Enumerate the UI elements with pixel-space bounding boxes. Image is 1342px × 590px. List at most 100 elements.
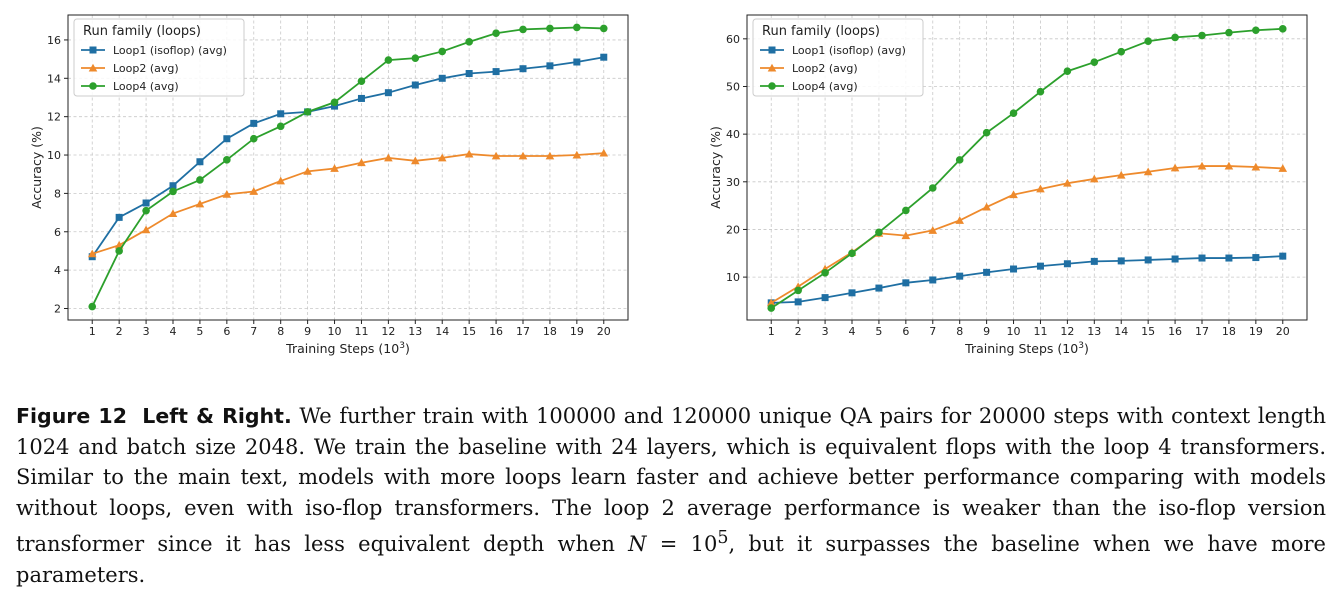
x-tick-label: 10	[328, 325, 342, 338]
series-line-1	[771, 255, 1283, 304]
data-point	[1171, 255, 1179, 263]
y-axis-label: Accuracy (%)	[708, 126, 723, 209]
data-point	[767, 304, 776, 312]
data-point	[1090, 174, 1099, 183]
data-point	[331, 102, 339, 110]
data-point	[438, 74, 446, 82]
y-tick-label: 8	[54, 187, 61, 200]
y-tick-label: 12	[47, 111, 61, 124]
data-point	[87, 249, 97, 258]
x-tick-label: 1	[89, 325, 96, 338]
y-tick-label: 14	[47, 72, 61, 85]
legend-entry: Loop1 (isoflop) (avg)	[792, 44, 906, 57]
data-point	[545, 151, 555, 160]
x-tick-label: 16	[1168, 325, 1182, 338]
x-tick-label: 19	[1249, 325, 1263, 338]
data-point	[573, 58, 581, 66]
x-tick-label: 13	[408, 325, 422, 338]
data-point	[821, 269, 829, 277]
x-axis-label-end: )	[1084, 341, 1089, 356]
data-point	[1009, 190, 1018, 199]
x-tick-label: 5	[196, 325, 203, 338]
y-tick-label: 10	[47, 149, 61, 162]
x-tick-label: 11	[1033, 325, 1047, 338]
x-tick-label: 16	[489, 325, 503, 338]
data-point	[875, 228, 883, 237]
data-point	[600, 53, 608, 61]
data-point	[384, 153, 393, 162]
legend-swatch-marker	[88, 63, 98, 72]
x-tick-label: 13	[1087, 325, 1101, 338]
data-point	[1252, 254, 1260, 262]
x-tick-label: 15	[462, 325, 476, 338]
data-point	[1225, 28, 1233, 37]
x-tick-label: 12	[1060, 325, 1074, 338]
x-tick-label: 20	[597, 325, 611, 338]
data-point	[303, 167, 312, 175]
data-point	[821, 294, 829, 302]
data-point	[1036, 87, 1045, 96]
data-point	[1144, 37, 1152, 46]
x-tick-label: 5	[875, 325, 882, 338]
data-point	[1198, 254, 1206, 262]
data-point	[465, 38, 473, 46]
data-point	[357, 94, 365, 102]
legend-swatch-marker	[89, 46, 97, 54]
y-tick-label: 40	[726, 128, 740, 141]
legend-entry: Loop4 (avg)	[113, 80, 179, 93]
x-tick-label: 9	[304, 325, 311, 338]
data-point	[982, 128, 991, 137]
data-point	[848, 289, 856, 297]
x-tick-label: 6	[223, 325, 230, 338]
legend-entry: Loop1 (isoflop) (avg)	[113, 44, 227, 57]
data-point	[902, 279, 910, 287]
data-point	[491, 151, 501, 160]
data-point	[115, 213, 123, 221]
x-tick-label: 12	[381, 325, 395, 338]
figure-caption: Figure 12 Left & Right. We further train…	[16, 401, 1326, 590]
data-point	[519, 65, 527, 73]
data-point	[573, 23, 581, 32]
data-point	[357, 77, 366, 85]
data-point	[222, 190, 232, 198]
data-point	[1010, 265, 1018, 273]
x-axis-label-end: )	[405, 341, 410, 356]
data-point	[411, 156, 420, 165]
data-point	[902, 206, 910, 215]
x-axis-label-exponent: 3	[1078, 341, 1084, 351]
x-tick-label: 17	[516, 325, 530, 338]
x-tick-label: 7	[929, 325, 936, 338]
data-point	[1117, 47, 1126, 56]
data-point	[330, 164, 339, 172]
data-point	[142, 206, 150, 215]
data-point	[303, 108, 312, 116]
data-point	[465, 70, 473, 78]
x-tick-label: 15	[1141, 325, 1155, 338]
caption-body-1: We further train with 100000 and 120000 …	[16, 404, 1326, 556]
data-point	[1063, 178, 1072, 187]
data-point	[1224, 161, 1234, 170]
data-point	[250, 119, 258, 127]
data-point	[929, 276, 937, 284]
data-point	[1116, 170, 1126, 179]
legend-swatch-marker	[768, 46, 776, 54]
data-point	[115, 247, 123, 255]
data-point	[875, 284, 883, 292]
data-point	[168, 209, 178, 217]
data-point	[330, 98, 339, 107]
legend-entry: Loop2 (avg)	[113, 62, 179, 75]
data-point	[546, 24, 554, 33]
y-tick-label: 2	[54, 302, 61, 315]
data-point	[955, 156, 964, 164]
y-axis-label: Accuracy (%)	[29, 126, 44, 209]
x-tick-label: 20	[1276, 325, 1290, 338]
x-tick-label: 18	[1222, 325, 1236, 338]
x-tick-label: 1	[768, 325, 775, 338]
series-line-1	[91, 56, 604, 258]
data-point	[1278, 25, 1287, 33]
data-point	[1279, 252, 1287, 260]
caption-math-var: N	[628, 532, 647, 556]
data-point	[1225, 254, 1233, 262]
x-axis-label: Training Steps (103)	[285, 341, 410, 356]
data-point	[1036, 262, 1044, 270]
